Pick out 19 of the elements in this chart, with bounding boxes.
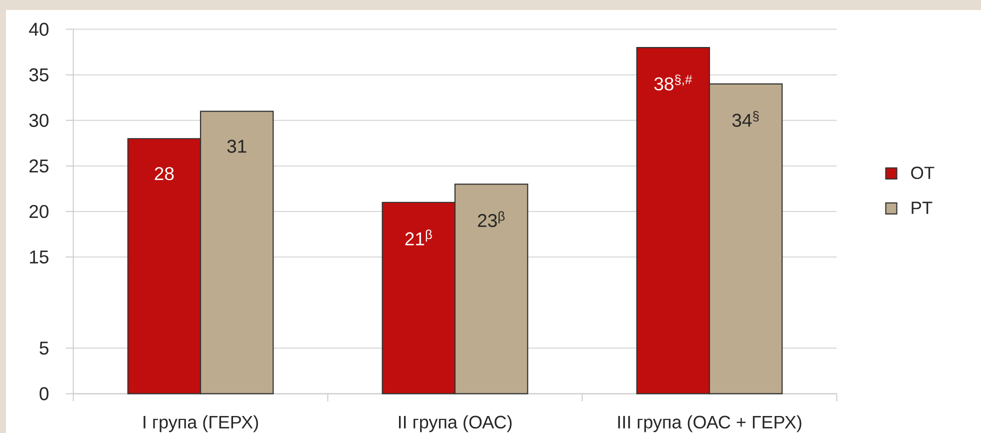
y-tick-label: 20 [30, 204, 48, 218]
data-label: 38$^{§,#}$ [654, 74, 692, 90]
x-tick-label: III група (ОАС + ГЕРХ) [618, 415, 802, 432]
y-tick-label: 35 [29, 68, 48, 82]
y-tick-label: 5 [40, 342, 48, 355]
data-label: 23$^{β}$ [478, 211, 505, 228]
x-tick-label: I група (ГЕРХ) [144, 415, 258, 432]
x-tick-label: II група (ОАС) [398, 415, 512, 432]
data-label: 21$^{β}$ [405, 230, 432, 246]
y-tick-label: 30 [29, 114, 48, 127]
data-label: 31 [227, 140, 246, 153]
legend-label: OT [911, 166, 934, 180]
y-tick-label: 0 [40, 387, 48, 400]
y-tick-label: 25 [30, 159, 48, 173]
y-tick-label: 40 [29, 22, 48, 36]
data-label: 34$^{§}$ [732, 111, 759, 127]
legend-label: PT [912, 202, 932, 214]
y-tick-label: 15 [30, 250, 48, 264]
data-label: 28 [154, 167, 174, 180]
